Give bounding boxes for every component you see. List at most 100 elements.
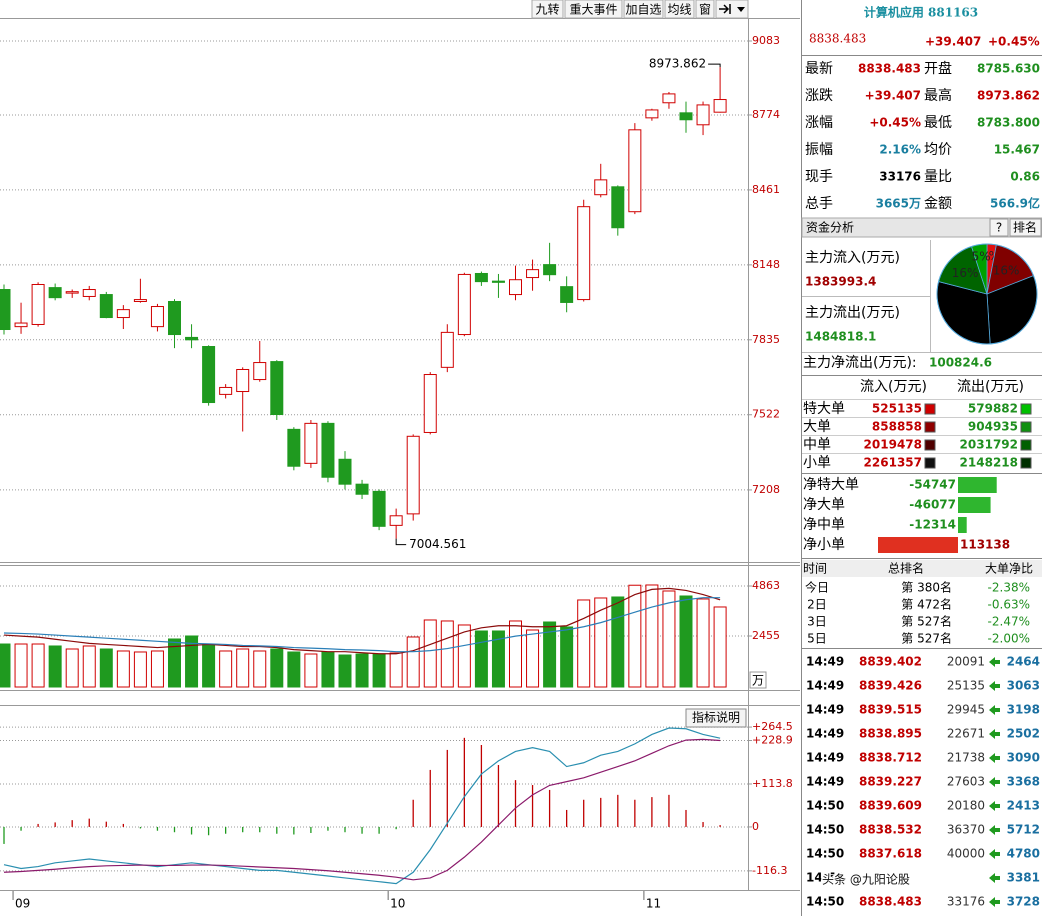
trade-price: 8839.227 [859,775,922,789]
y-tick-label: 7522 [752,408,780,421]
watermark: 头条 @九阳论股 [822,873,910,887]
candle-body [491,280,505,283]
inflow-swatch [924,457,936,469]
trade-volume: 40000 [947,847,985,861]
stat-value: 33176 [879,170,921,184]
candle-body [150,306,164,328]
volume-bar [696,598,710,688]
quote-pct: +0.45% [988,35,1040,49]
net-value: -12314 [909,518,956,532]
inflow-label: 主力流入(万元) [805,250,900,266]
volume-bar [168,638,181,688]
order-outflow: 579882 [968,402,1018,416]
volume-bar [662,590,676,688]
toolbar-button-bg [623,0,664,19]
toolbar-button[interactable]: 九转 [535,2,559,17]
volume-bar [236,648,250,688]
stat-label: 最低 [924,115,952,131]
button-bg [685,708,747,728]
volume-bar [713,606,727,688]
volume-bar [509,620,522,688]
trade-volume: 36370 [947,823,985,837]
y-tick-label: -116.3 [752,864,787,877]
toolbar-icon[interactable] [719,4,731,14]
x-tick-label: 11 [646,897,661,911]
indicator-button[interactable]: 指标说明 [692,710,740,725]
candle-body [696,104,710,126]
trade-volume: 22671 [947,727,985,741]
stat-label: 现手 [805,169,833,185]
candle-body [389,515,403,526]
volume-bar [219,650,233,688]
net-type: 净小单 [803,537,845,553]
net-value: 100824.6 [929,356,992,370]
inflow-swatch [924,439,936,451]
rank-period: 3日 [807,615,827,629]
volume-bar [355,653,369,688]
order-inflow: 525135 [872,402,922,416]
toolbar-button[interactable]: 窗 [699,3,711,17]
candle-body [48,287,62,299]
order-inflow: 2261357 [864,456,922,470]
trade-volume: 33176 [947,895,985,909]
pie-label: 16% [952,266,979,280]
y-tick-label: 7835 [752,333,780,346]
toolbar-dropdown[interactable] [737,7,745,12]
trade-arrow [989,729,1000,739]
net-value: -54747 [909,478,956,492]
toolbar-button[interactable]: 重大事件 [569,3,617,17]
x-tick-label: 09 [15,897,30,911]
volume-bar [253,650,267,688]
trade-hand: 4780 [1007,847,1040,861]
order-type: 小单 [803,455,831,471]
volume-bar [116,650,130,688]
trade-price: 8839.515 [859,703,922,717]
trade-time: 14:50 [806,895,844,909]
toolbar-button-bg [564,0,623,19]
toolbar-button[interactable]: 加自选 [625,3,661,17]
candle-body [133,299,147,302]
rank-ratio: -2.38% [988,581,1030,595]
net-label: 主力净流出(万元): [803,355,917,371]
rank-button[interactable]: 排名 [1013,220,1037,235]
volume-bar [338,654,352,688]
candle-body [713,99,727,113]
stat-label: 最新 [805,61,833,77]
y-tick-label: 8461 [752,183,780,196]
y-tick-label: 2455 [752,629,780,642]
volume-bar [389,652,403,688]
net-value: -46077 [909,498,956,512]
trade-price: 8838.483 [859,895,922,909]
annotation-line [708,63,721,68]
unit-label: 万 [752,674,764,688]
candle-body [253,362,267,381]
volume-bar [31,643,45,688]
trade-arrow [989,849,1000,859]
net-bar [958,517,967,533]
net-type: 净大单 [803,497,845,513]
candle-body [31,283,45,325]
outflow-swatch [1020,439,1032,451]
trade-price: 8838.712 [859,751,922,765]
volume-bar [48,645,62,688]
order-outflow: 2148218 [960,456,1018,470]
stat-label: 最高 [924,87,952,104]
x-tick-label: 10 [390,897,405,911]
stat-value: 8783.800 [977,116,1040,130]
volume-bar [594,597,608,688]
volume-bar [474,630,488,688]
candle-body [662,93,676,104]
trade-time: 14:49 [806,727,844,741]
toolbar-button[interactable]: 均线 [667,3,691,17]
volume-bar [150,650,164,688]
stat-label: 振幅 [805,142,833,158]
trade-arrow [989,753,1000,763]
rank-header: 总排名 [888,561,924,576]
trade-price: 8838.532 [859,823,922,837]
help-button[interactable]: ? [996,221,1002,235]
trade-time: 14:49 [806,655,844,669]
candle-body [543,264,557,276]
y-tick-label: 8148 [752,258,780,271]
